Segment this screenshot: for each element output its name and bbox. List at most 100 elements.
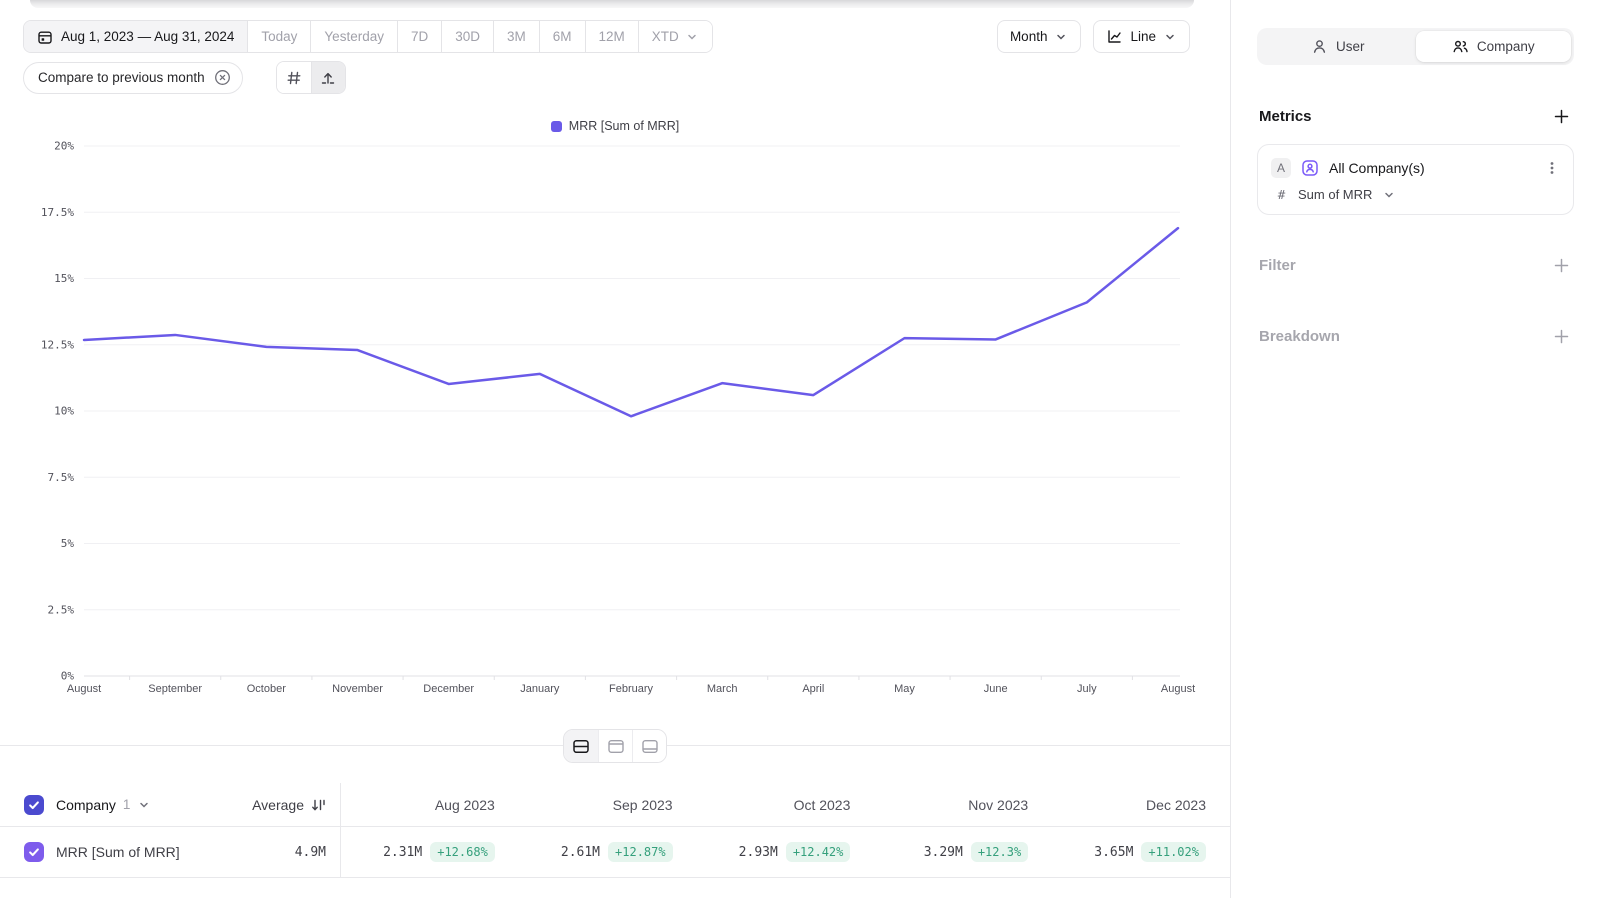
split-view-icon: [572, 738, 590, 755]
delta-badge: +12.87%: [608, 842, 673, 862]
metric-letter-badge: A: [1271, 158, 1291, 178]
preset-6m-button[interactable]: 6M: [538, 21, 585, 52]
entity-toggle: User Company: [1257, 28, 1574, 65]
chart-table-divider: [0, 729, 1230, 763]
metric-menu-button[interactable]: [1544, 160, 1560, 176]
svg-text:2.5%: 2.5%: [48, 603, 75, 616]
chevron-down-icon[interactable]: [137, 798, 151, 812]
preset-today-button[interactable]: Today: [247, 21, 311, 52]
table-header-left-cell: Company 1 Average: [0, 783, 341, 826]
breakdown-title: Breakdown: [1259, 328, 1340, 345]
cell-value: 2.93M: [738, 844, 778, 860]
sort-icon[interactable]: [310, 797, 326, 813]
toggle-company[interactable]: Company: [1415, 31, 1571, 62]
legend-label: MRR [Sum of MRR]: [568, 119, 680, 133]
compare-chip[interactable]: Compare to previous month: [23, 61, 243, 94]
baseline-toggle-button[interactable]: [310, 62, 345, 93]
metric-row-label: MRR [Sum of MRR]: [56, 844, 180, 860]
entity-label: Company: [56, 796, 116, 813]
preset-12m-button[interactable]: 12M: [584, 21, 638, 52]
toggle-company-label: Company: [1476, 39, 1535, 54]
svg-text:September: September: [148, 683, 202, 695]
delta-badge: +11.02%: [1141, 842, 1206, 862]
remove-compare-icon[interactable]: [214, 69, 231, 86]
svg-text:January: January: [520, 683, 560, 695]
arrow-up-from-line-icon: [320, 70, 336, 86]
chart-legend: MRR [Sum of MRR]: [0, 119, 1230, 133]
main-panel: Aug 1, 2023 — Aug 31, 2024 Today Yesterd…: [0, 0, 1230, 878]
table-row-columns: 2.31M +12.68% 2.61M +12.87% 2.93M +12.42…: [341, 827, 1230, 877]
add-breakdown-button[interactable]: [1551, 326, 1572, 347]
split-view-button[interactable]: [564, 730, 598, 762]
date-range-group: Aug 1, 2023 — Aug 31, 2024 Today Yesterd…: [23, 20, 713, 53]
column-header: Aug 2023: [434, 796, 495, 813]
granularity-select[interactable]: Month: [996, 20, 1082, 53]
row-checkbox[interactable]: [24, 842, 44, 862]
table-row: MRR [Sum of MRR] 4.9M 2.31M +12.68% 2.61…: [0, 827, 1230, 878]
entity-count: 1: [122, 797, 131, 812]
preset-xtd-button[interactable]: XTD: [637, 21, 712, 52]
table-only-view-button[interactable]: [632, 730, 666, 762]
chevron-down-icon: [1054, 30, 1068, 44]
preset-7d-button[interactable]: 7D: [396, 21, 442, 52]
average-header: Average: [252, 796, 304, 813]
svg-text:November: November: [332, 683, 383, 695]
svg-text:7.5%: 7.5%: [48, 471, 75, 484]
layout-toggle-group: [563, 729, 667, 763]
metrics-title: Metrics: [1259, 108, 1312, 125]
svg-text:October: October: [247, 683, 286, 695]
panel-bottom-icon: [641, 738, 659, 755]
metric-card[interactable]: A All Company(s) # Sum of MRR: [1257, 144, 1574, 215]
date-range-button[interactable]: Aug 1, 2023 — Aug 31, 2024: [24, 21, 248, 52]
svg-text:17.5%: 17.5%: [41, 206, 74, 219]
add-metric-button[interactable]: [1551, 106, 1572, 127]
breakdown-section-header: Breakdown: [1257, 326, 1574, 347]
grid-toggle-button[interactable]: [276, 62, 311, 93]
delta-badge: +12.3%: [970, 842, 1029, 862]
preset-3m-button[interactable]: 3M: [493, 21, 539, 52]
preset-yesterday-button[interactable]: Yesterday: [310, 21, 397, 52]
chevron-down-icon: [1163, 30, 1177, 44]
metric-card-header: A All Company(s): [1271, 158, 1560, 178]
delta-badge: +12.42%: [785, 842, 851, 862]
grid-icon: [286, 70, 302, 86]
column-header: Sep 2023: [612, 796, 673, 813]
svg-text:20%: 20%: [54, 140, 74, 153]
preset-30d-button[interactable]: 30D: [441, 21, 493, 52]
aggregation-label: Sum of MRR: [1298, 187, 1373, 202]
company-contact-icon: [1300, 158, 1320, 178]
chart-controls: Month Line: [996, 20, 1190, 53]
results-table: Company 1 Average Aug 2023 Sep 2023 Oct …: [0, 783, 1230, 878]
toggle-user[interactable]: User: [1260, 31, 1416, 62]
chart-only-view-button[interactable]: [598, 730, 632, 762]
svg-text:12.5%: 12.5%: [41, 338, 74, 351]
toolbar-row2: Compare to previous month: [23, 61, 346, 94]
company-icon: [1452, 38, 1469, 55]
line-chart[interactable]: 0% 2.5% 5% 7.5% 10% 12.5% 15% 17.5% 20% August Sep…: [0, 132, 1230, 707]
cell-value: 3.29M: [923, 844, 963, 860]
top-card-edge: [30, 0, 1194, 8]
number-type-icon: #: [1277, 187, 1286, 202]
select-all-checkbox[interactable]: [24, 794, 44, 815]
panel-top-icon: [607, 738, 625, 755]
svg-text:December: December: [423, 683, 474, 695]
table-row-left-cell: MRR [Sum of MRR] 4.9M: [0, 827, 341, 877]
line-chart-icon: [1106, 28, 1123, 45]
svg-text:February: February: [609, 683, 654, 695]
svg-text:March: March: [707, 683, 738, 695]
svg-text:May: May: [894, 683, 915, 695]
svg-text:April: April: [802, 683, 824, 695]
chart-type-select[interactable]: Line: [1093, 20, 1190, 53]
svg-text:0%: 0%: [61, 670, 75, 683]
aggregation-select[interactable]: # Sum of MRR: [1271, 187, 1560, 202]
config-sidebar: User Company Metrics A: [1230, 0, 1600, 898]
date-range-label: Aug 1, 2023 — Aug 31, 2024: [61, 29, 235, 44]
metrics-section-header: Metrics: [1257, 106, 1574, 127]
table-header-row: Company 1 Average Aug 2023 Sep 2023 Oct …: [0, 783, 1230, 827]
metric-name: All Company(s): [1329, 160, 1425, 176]
cell-value: 2.61M: [560, 844, 601, 860]
delta-badge: +12.68%: [430, 842, 495, 862]
granularity-label: Month: [1009, 29, 1048, 44]
preset-xtd-label: XTD: [651, 29, 679, 44]
add-filter-button[interactable]: [1551, 255, 1572, 276]
